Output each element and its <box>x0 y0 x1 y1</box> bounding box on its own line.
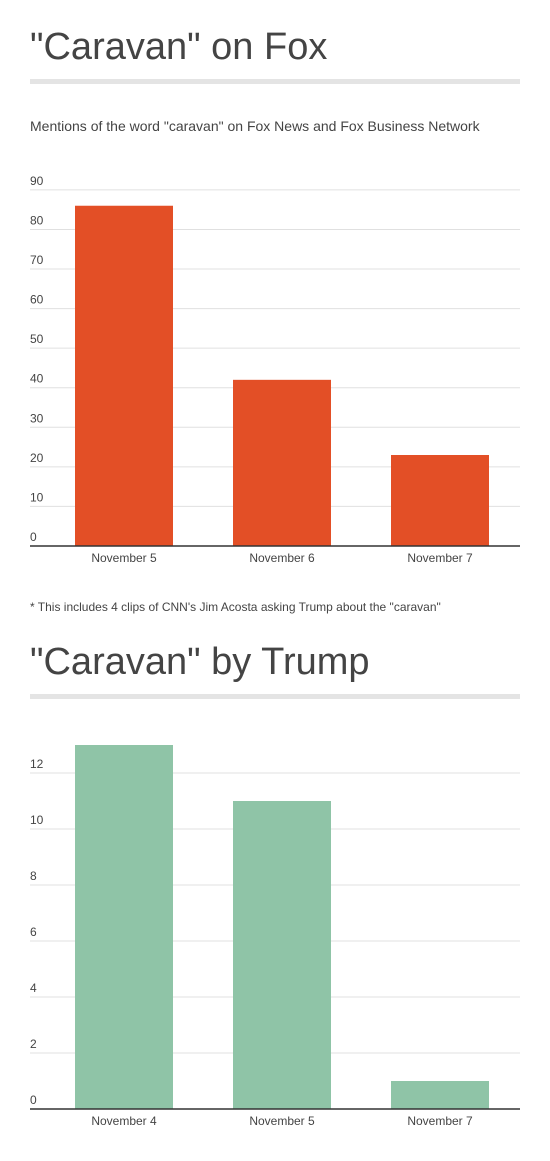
chart2-y-tick-label: 10 <box>30 813 44 827</box>
chart2-y-tick-label: 0 <box>30 1093 37 1107</box>
chart1-title: "Caravan" on Fox <box>30 26 328 68</box>
chart2-category-label: November 4 <box>91 1114 157 1128</box>
chart1-category-label: November 7 <box>407 551 473 565</box>
chart2-bar <box>233 801 331 1109</box>
chart1-bar <box>75 205 173 546</box>
chart1-y-tick-label: 0 <box>30 530 37 544</box>
chart2-y-tick-label: 4 <box>30 981 37 995</box>
chart2-y-tick-label: 2 <box>30 1037 37 1051</box>
chart2-y-tick-label: 8 <box>30 869 37 883</box>
chart1-subtitle: Mentions of the word "caravan" on Fox Ne… <box>30 118 480 134</box>
chart1-title-rule <box>30 79 520 84</box>
chart1-plot: 0 10 20 30 40 50 60 70 80 90 November 5 November 6 N… <box>30 174 520 565</box>
chart1-bar <box>233 379 331 546</box>
chart1-y-tick-label: 20 <box>30 451 44 465</box>
chart1-y-tick-label: 50 <box>30 332 44 346</box>
chart2-title-rule <box>30 694 520 699</box>
chart2-title: "Caravan" by Trump <box>30 641 370 683</box>
chart2-y-tick-label: 6 <box>30 925 37 939</box>
chart1-y-tick-label: 70 <box>30 253 44 267</box>
chart1-y-tick-label: 10 <box>30 490 44 504</box>
chart1-footnote: * This includes 4 clips of CNN's Jim Aco… <box>30 600 441 614</box>
chart2-y-tick-label: 12 <box>30 757 44 771</box>
chart1-bar <box>391 455 489 546</box>
chart1-y-tick-label: 60 <box>30 293 44 307</box>
chart1-y-tick-label: 30 <box>30 411 44 425</box>
chart2-category-label: November 5 <box>249 1114 315 1128</box>
chart1-y-tick-label: 80 <box>30 213 44 227</box>
chart2-category-label: November 7 <box>407 1114 473 1128</box>
chart1-category-label: November 5 <box>91 551 157 565</box>
chart2-plot: 0 2 4 6 8 10 12 November 4 November 5 November 7 <box>30 745 520 1128</box>
chart2-bar <box>75 745 173 1109</box>
chart1-category-label: November 6 <box>249 551 315 565</box>
chart2-bar <box>391 1081 489 1109</box>
chart1-y-tick-label: 40 <box>30 372 44 386</box>
chart1-y-tick-label: 90 <box>30 174 44 188</box>
